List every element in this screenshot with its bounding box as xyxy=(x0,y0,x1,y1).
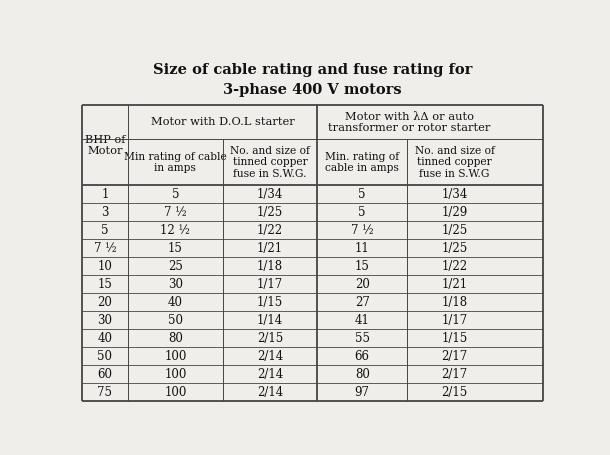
Text: 5: 5 xyxy=(101,224,109,237)
Text: 2/14: 2/14 xyxy=(257,350,283,363)
Text: 20: 20 xyxy=(355,278,370,291)
Text: 1/18: 1/18 xyxy=(257,260,283,273)
Text: 1/34: 1/34 xyxy=(257,188,283,201)
Text: 15: 15 xyxy=(98,278,112,291)
Text: 41: 41 xyxy=(355,314,370,327)
Text: 15: 15 xyxy=(168,242,183,255)
Text: 80: 80 xyxy=(168,332,183,345)
Text: 40: 40 xyxy=(168,296,183,309)
Text: 100: 100 xyxy=(164,368,187,381)
Text: 1/18: 1/18 xyxy=(442,296,468,309)
Polygon shape xyxy=(82,106,544,401)
Text: 1/17: 1/17 xyxy=(257,278,283,291)
Text: Min rating of cable
in amps: Min rating of cable in amps xyxy=(124,152,227,173)
Text: Size of cable rating and fuse rating for: Size of cable rating and fuse rating for xyxy=(153,63,472,77)
Text: 60: 60 xyxy=(98,368,112,381)
Text: 12 ½: 12 ½ xyxy=(160,224,190,237)
Text: 2/14: 2/14 xyxy=(257,368,283,381)
Text: 1/14: 1/14 xyxy=(257,314,283,327)
Text: 15: 15 xyxy=(355,260,370,273)
Text: 1/15: 1/15 xyxy=(257,296,283,309)
Text: 100: 100 xyxy=(164,350,187,363)
Text: 20: 20 xyxy=(98,296,112,309)
Text: 11: 11 xyxy=(355,242,370,255)
Text: 25: 25 xyxy=(168,260,183,273)
Text: 97: 97 xyxy=(355,386,370,399)
Text: 1/22: 1/22 xyxy=(257,224,283,237)
Text: 66: 66 xyxy=(355,350,370,363)
Text: 1/17: 1/17 xyxy=(442,314,468,327)
Text: No. and size of
tinned copper
fuse in S.W.G.: No. and size of tinned copper fuse in S.… xyxy=(230,146,310,179)
Text: 5: 5 xyxy=(359,206,366,219)
Text: 80: 80 xyxy=(355,368,370,381)
Text: 1/34: 1/34 xyxy=(441,188,468,201)
Text: 2/17: 2/17 xyxy=(442,350,468,363)
Text: 2/15: 2/15 xyxy=(257,332,283,345)
Text: 1/29: 1/29 xyxy=(442,206,468,219)
Text: 100: 100 xyxy=(164,386,187,399)
Text: 2/14: 2/14 xyxy=(257,386,283,399)
Text: 75: 75 xyxy=(98,386,112,399)
Text: 5: 5 xyxy=(359,188,366,201)
Text: 50: 50 xyxy=(168,314,183,327)
Text: 1/25: 1/25 xyxy=(257,206,283,219)
Text: 1/25: 1/25 xyxy=(442,242,468,255)
Text: 7 ½: 7 ½ xyxy=(164,206,187,219)
Text: 30: 30 xyxy=(168,278,183,291)
Text: 30: 30 xyxy=(98,314,112,327)
Text: 5: 5 xyxy=(171,188,179,201)
Text: 7 ½: 7 ½ xyxy=(94,242,117,255)
Text: 50: 50 xyxy=(98,350,112,363)
Text: 1/21: 1/21 xyxy=(257,242,283,255)
Text: 3: 3 xyxy=(101,206,109,219)
Text: 27: 27 xyxy=(355,296,370,309)
Text: Min. rating of
cable in amps: Min. rating of cable in amps xyxy=(325,152,400,173)
Text: 1/15: 1/15 xyxy=(442,332,468,345)
Text: 1/22: 1/22 xyxy=(442,260,468,273)
Text: 2/17: 2/17 xyxy=(442,368,468,381)
Text: BHP of
Motor: BHP of Motor xyxy=(85,135,125,156)
Text: 2/15: 2/15 xyxy=(442,386,468,399)
Text: Motor with D.O.L starter: Motor with D.O.L starter xyxy=(151,117,295,127)
Text: No. and size of
tinned copper
fuse in S.W.G: No. and size of tinned copper fuse in S.… xyxy=(415,146,495,179)
Text: 40: 40 xyxy=(98,332,112,345)
Text: Motor with λΔ or auto
transformer or rotor starter: Motor with λΔ or auto transformer or rot… xyxy=(328,111,490,133)
Text: 1/25: 1/25 xyxy=(442,224,468,237)
Text: 55: 55 xyxy=(355,332,370,345)
Text: 10: 10 xyxy=(98,260,112,273)
Text: 1: 1 xyxy=(101,188,109,201)
Text: 1/21: 1/21 xyxy=(442,278,468,291)
Text: 3-phase 400 V motors: 3-phase 400 V motors xyxy=(223,83,402,96)
Text: 7 ½: 7 ½ xyxy=(351,224,373,237)
